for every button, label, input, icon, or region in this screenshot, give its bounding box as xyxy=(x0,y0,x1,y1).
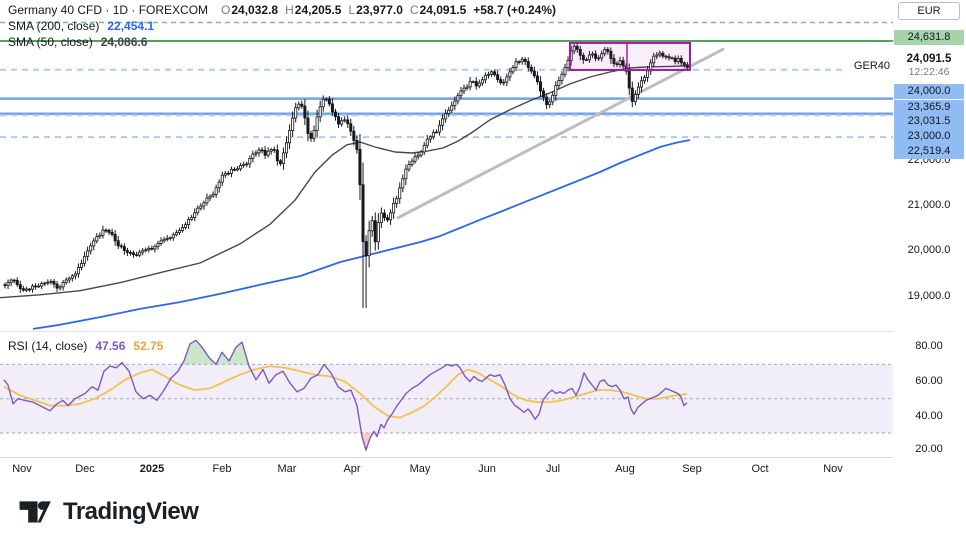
chart-canvas[interactable] xyxy=(0,0,966,481)
time-axis-label: Dec xyxy=(75,463,95,475)
bar-countdown: 12:22:46 xyxy=(908,66,950,78)
time-axis-label: 2025 xyxy=(139,463,165,475)
tradingview-logo-text: TradingView xyxy=(63,497,199,525)
tradingview-logo[interactable]: TradingView xyxy=(18,496,199,527)
price-axis-label: 22,519.4 xyxy=(894,144,964,159)
time-axis-label: Jun xyxy=(478,463,496,475)
currency-button[interactable]: EUR xyxy=(898,2,960,20)
indicator-sma200-row[interactable]: SMA (200, close) 22,454.1 xyxy=(8,18,556,34)
indicator-rsi-row[interactable]: RSI (14, close) 47.56 52.75 xyxy=(8,338,163,354)
price-axis-label: 20.00 xyxy=(915,443,943,455)
symbol-title: Germany 40 CFD · 1D · FOREXCOM xyxy=(8,3,209,17)
ohlc-value: 24,205.5 xyxy=(294,3,342,17)
time-axis-label: May xyxy=(409,463,431,475)
sma50-value: 24,086.6 xyxy=(100,35,148,49)
time-axis-label: Mar xyxy=(277,463,297,475)
current-price-value: 24,091.5 xyxy=(906,53,952,65)
rsi-label: RSI (14, close) xyxy=(8,339,88,353)
ohlc-value: 23,977.0 xyxy=(356,3,403,17)
main-legend: Germany 40 CFD · 1D · FOREXCOM O24,032.8 H… xyxy=(8,2,556,50)
ohlc-key: L xyxy=(348,3,356,17)
ger40-line-tag: GER40 xyxy=(853,60,890,72)
rsi-ma-value: 52.75 xyxy=(133,339,164,353)
symbol-legend-row[interactable]: Germany 40 CFD · 1D · FOREXCOM O24,032.8 H… xyxy=(8,2,556,18)
price-axis-label: 60.00 xyxy=(915,375,943,387)
time-axis-label: Sep xyxy=(682,463,702,475)
price-axis-label: 23,031.5 xyxy=(894,114,964,129)
ohlc-key: C xyxy=(409,3,419,17)
price-axis-label: 40.00 xyxy=(915,410,943,422)
ohlc-key: H xyxy=(285,3,294,17)
price-axis-label: 23,000.0 xyxy=(894,129,964,144)
time-axis-label: Nov xyxy=(12,463,32,475)
price-axis[interactable]: EUR 22,000.0 21,000.0 20,000.0 19,000.0 80.0… xyxy=(893,0,966,481)
price-axis-label: 80.00 xyxy=(915,340,943,352)
sma50-label: SMA (50, close) xyxy=(8,35,93,49)
ohlc-key: O xyxy=(221,3,231,17)
current-price-label: 24,091.5 12:22:46 xyxy=(894,53,964,78)
time-axis-label: Feb xyxy=(212,463,232,475)
price-axis-label: 21,000.0 xyxy=(907,199,951,211)
rsi-value: 47.56 xyxy=(95,339,126,353)
ohlc-value: 24,091.5 xyxy=(419,3,467,17)
time-axis-label: Aug xyxy=(615,463,635,475)
indicator-sma50-row[interactable]: SMA (50, close) 24,086.6 xyxy=(8,34,556,50)
price-axis-label: 20,000.0 xyxy=(907,244,951,256)
price-axis-label: 19,000.0 xyxy=(907,290,951,302)
price-axis-label: 24,631.8 xyxy=(894,30,964,45)
change-value: +58.7 (+0.24%) xyxy=(473,3,557,17)
time-axis[interactable]: Nov Dec 2025 Feb Mar Apr May Jun Jul Aug Sep Oct Nov xyxy=(0,458,893,481)
sma200-label: SMA (200, close) xyxy=(8,19,100,33)
time-axis-label: Nov xyxy=(823,463,843,475)
ohlc-values: O24,032.8 H24,205.5 L23,977.0 C24,091.5 xyxy=(214,3,466,17)
price-axis-label: 24,000.0 xyxy=(894,84,964,99)
tradingview-logo-icon xyxy=(19,501,51,523)
price-axis-label: 23,365.9 xyxy=(894,100,964,115)
time-axis-label: Jul xyxy=(545,463,561,475)
ohlc-value: 24,032.8 xyxy=(231,3,279,17)
sma200-value: 22,454.1 xyxy=(107,19,155,33)
time-axis-label: Oct xyxy=(751,463,769,475)
time-axis-label: Apr xyxy=(343,463,361,475)
